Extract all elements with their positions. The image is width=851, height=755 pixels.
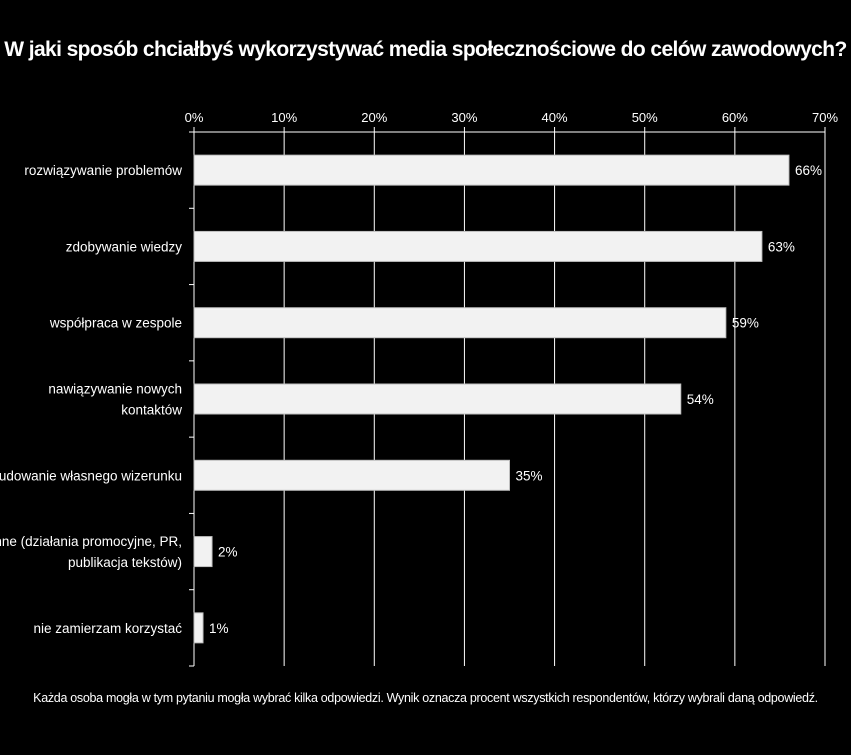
bar [193,459,510,491]
category-label: inne (działania promocyjne, PR, [0,534,182,549]
x-tick-label: 70% [812,110,838,125]
category-label: współpraca w zespole [49,316,182,331]
x-tick-label: 40% [542,110,568,125]
chart-footnote: Każda osoba mogła w tym pytaniu mogła wy… [33,691,818,705]
bars [193,154,790,644]
bar [193,612,204,644]
x-tick-label: 20% [361,110,387,125]
data-labels: 66% 63% 59% 54% 35% 2% 1% [209,163,822,636]
category-label: budowanie własnego wizerunku [0,468,182,483]
category-label: zdobywanie wiedzy [66,239,183,254]
x-tick-label: 30% [451,110,477,125]
bar [193,230,763,262]
data-label: 63% [768,239,795,254]
category-label: nie zamierzam korzystać [33,621,182,636]
x-tick-label: 50% [632,110,658,125]
category-labels: rozwiązywanie problemów zdobywanie wiedzy… [0,163,182,636]
data-label: 1% [209,621,229,636]
category-label: kontaktów [121,403,182,418]
bar [193,154,790,186]
chart-title: W jaki sposób chciałbyś wykorzystywać me… [4,38,847,61]
data-label: 66% [795,163,822,178]
x-tick-label: 60% [722,110,748,125]
data-label: 35% [516,468,543,483]
category-label: rozwiązywanie problemów [24,163,182,178]
x-tick-label: 10% [271,110,297,125]
data-label: 2% [218,545,238,560]
bar [193,307,727,339]
data-label: 59% [732,316,759,331]
x-axis-ticks: 0% 10% 20% 30% 40% 50% 60% 70% [185,110,838,667]
data-label: 54% [687,392,714,407]
x-tick-label: 0% [185,110,204,125]
category-label: publikacja tekstów) [68,555,182,570]
bar [193,536,213,568]
bar [193,383,682,415]
category-label: nawiązywanie nowych [48,382,182,397]
bar-chart: 0% 10% 20% 30% 40% 50% 60% 70% rozwiązywanie pr… [0,110,838,667]
